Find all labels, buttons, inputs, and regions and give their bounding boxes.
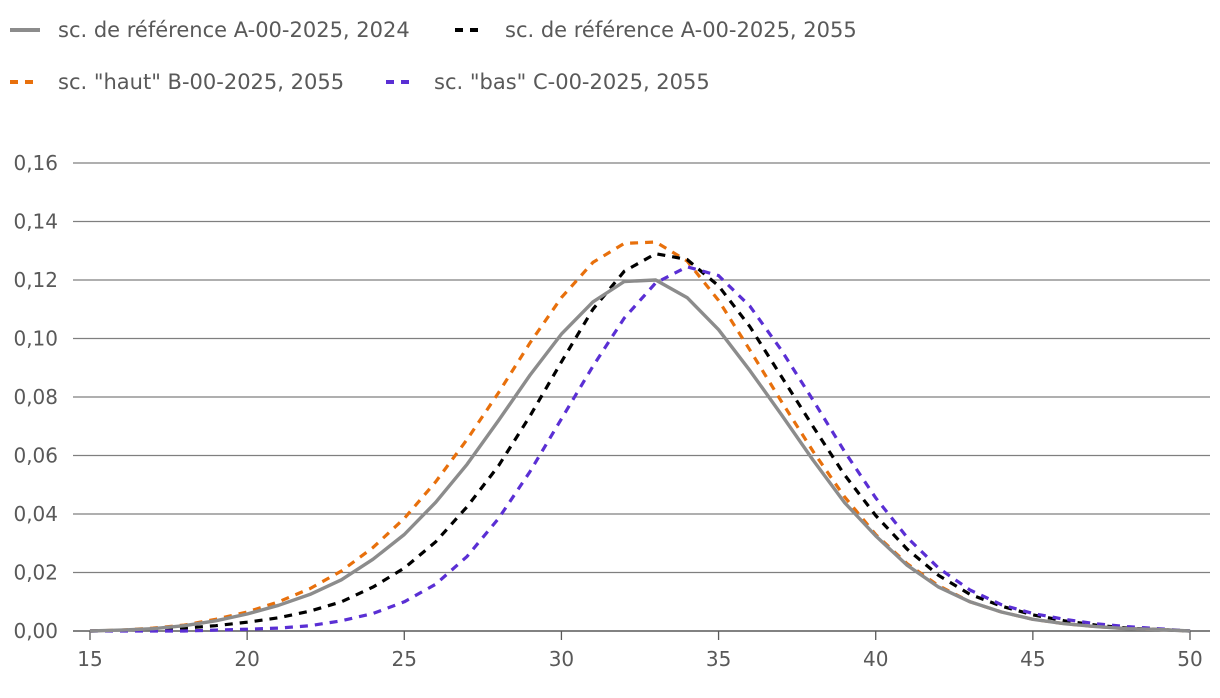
legend-label-haut-2055: sc. "haut" B-00-2025, 2055 <box>58 70 344 94</box>
legend: sc. de référence A-00-2025, 2024 sc. de … <box>10 18 857 94</box>
x-tick-label: 35 <box>706 647 731 671</box>
x-tick-label: 20 <box>234 647 259 671</box>
legend-label-reference-2024: sc. de référence A-00-2025, 2024 <box>58 18 410 42</box>
plot-area <box>89 240 1191 633</box>
legend-item-haut-2055: sc. "haut" B-00-2025, 2055 <box>10 70 344 94</box>
x-tick-label: 25 <box>392 647 417 671</box>
legend-label-reference-2055: sc. de référence A-00-2025, 2055 <box>505 18 857 42</box>
legend-item-reference-2024: sc. de référence A-00-2025, 2024 <box>10 18 410 42</box>
series-line-sc-bas-c-00-2025-2055 <box>90 265 1191 633</box>
y-axis: 0,00 0,02 0,04 0,06 0,08 0,10 0,12 0,14 0,16 <box>13 151 58 643</box>
legend-item-bas-2055: sc. "bas" C-00-2025, 2055 <box>386 70 710 94</box>
x-tick-label: 40 <box>863 647 888 671</box>
y-tick-label: 0,14 <box>13 210 58 234</box>
y-tick-label: 0,02 <box>13 561 58 585</box>
y-tick-label: 0,08 <box>13 385 58 409</box>
x-tick-label: 50 <box>1177 647 1202 671</box>
legend-item-reference-2055: sc. de référence A-00-2025, 2055 <box>455 18 857 42</box>
series-line-sc-haut-b-00-2025-2055 <box>89 240 1191 633</box>
legend-label-bas-2055: sc. "bas" C-00-2025, 2055 <box>434 70 710 94</box>
series-line-sc-de-r-f-rence-a-00-2025-2024 <box>89 278 1191 633</box>
x-tick-label: 15 <box>77 647 102 671</box>
x-tick-label: 45 <box>1020 647 1045 671</box>
y-tick-label: 0,10 <box>13 327 58 351</box>
y-tick-label: 0,06 <box>13 444 58 468</box>
gridlines <box>73 162 1210 632</box>
x-axis: 15 20 25 30 35 40 45 50 <box>77 631 1203 671</box>
x-tick-label: 30 <box>549 647 574 671</box>
series-line-sc-de-r-f-rence-a-00-2025-2055 <box>89 252 1191 633</box>
y-tick-label: 0,00 <box>13 619 58 643</box>
y-tick-label: 0,04 <box>13 502 58 526</box>
y-tick-label: 0,12 <box>13 268 58 292</box>
y-tick-label: 0,16 <box>13 151 58 175</box>
